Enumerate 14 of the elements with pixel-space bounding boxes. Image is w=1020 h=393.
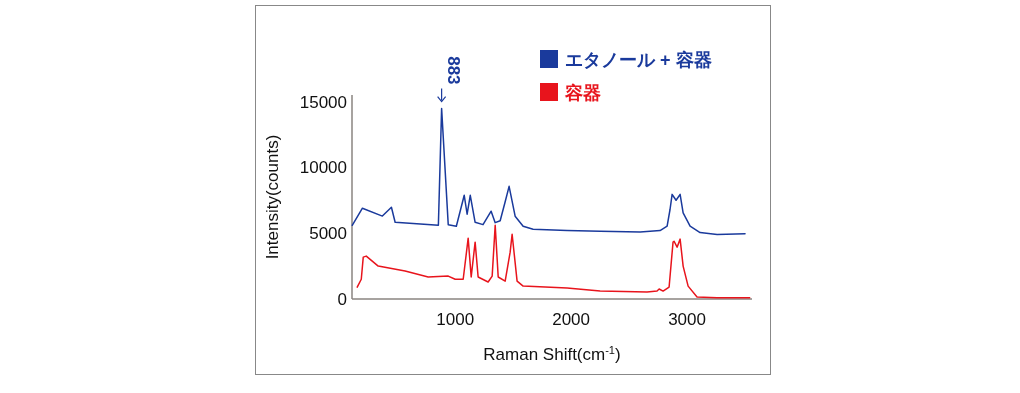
line-series bbox=[356, 224, 751, 299]
x-tick-label: 1000 bbox=[436, 310, 475, 329]
y-tick-label: 15000 bbox=[299, 92, 347, 112]
x-tick-label: 2000 bbox=[552, 310, 591, 329]
line-series bbox=[351, 107, 746, 236]
legend-label: 容器 bbox=[564, 83, 601, 103]
annotation: 883 bbox=[443, 56, 463, 85]
y-tick-label: 10000 bbox=[299, 158, 347, 178]
x-tick-label: 3000 bbox=[668, 310, 706, 329]
y-tick-label: 5000 bbox=[309, 224, 347, 244]
legend-label: エタノール + 容器 bbox=[565, 50, 712, 70]
y-tick-label: 0 bbox=[337, 290, 347, 309]
x-axis-title: Raman Shift(cm$^{-1}$) bbox=[483, 344, 621, 364]
y-axis-title: Intensity(counts) bbox=[263, 134, 282, 260]
